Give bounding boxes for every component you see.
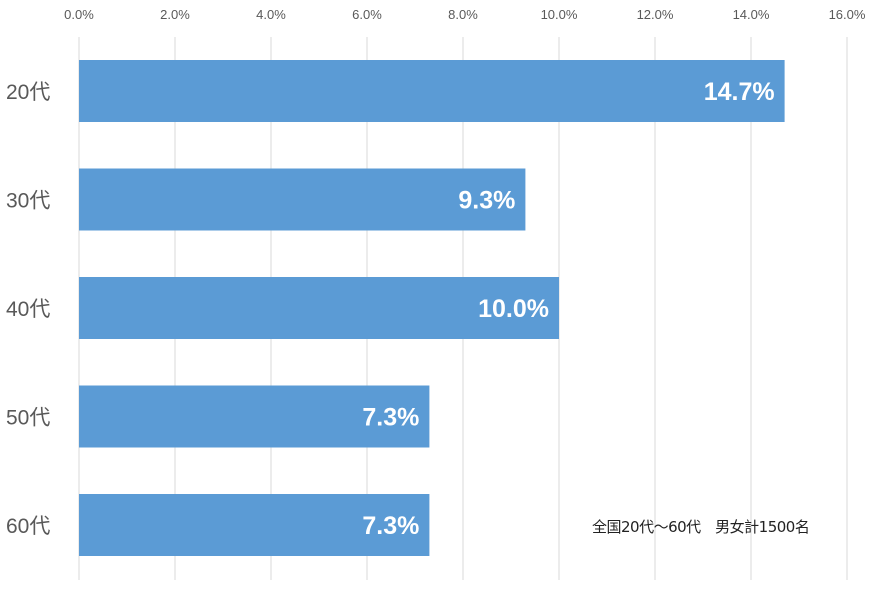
bar [79, 168, 526, 231]
bar [79, 277, 559, 339]
category-label: 60代 [6, 515, 50, 538]
data-label: 10.0% [478, 295, 549, 323]
bar [79, 385, 430, 448]
data-label: 9.3% [458, 187, 515, 215]
chart-annotation: 全国20代～60代 男女計1500名 [592, 518, 810, 536]
category-label: 50代 [6, 407, 50, 430]
x-tick-label: 14.0% [733, 7, 770, 22]
x-tick-label: 10.0% [541, 7, 578, 22]
x-tick-label: 0.0% [64, 7, 94, 22]
bar [79, 494, 430, 556]
data-label: 7.3% [362, 512, 419, 540]
category-label: 30代 [6, 190, 50, 213]
x-tick-label: 6.0% [352, 7, 382, 22]
bar [79, 60, 785, 122]
data-label: 14.7% [704, 78, 775, 106]
x-tick-label: 16.0% [829, 7, 866, 22]
data-label: 7.3% [362, 404, 419, 432]
x-tick-label: 4.0% [256, 7, 286, 22]
x-tick-label: 12.0% [637, 7, 674, 22]
category-label: 40代 [6, 298, 50, 321]
x-tick-label: 8.0% [448, 7, 478, 22]
x-tick-label: 2.0% [160, 7, 190, 22]
category-label: 20代 [6, 81, 50, 104]
